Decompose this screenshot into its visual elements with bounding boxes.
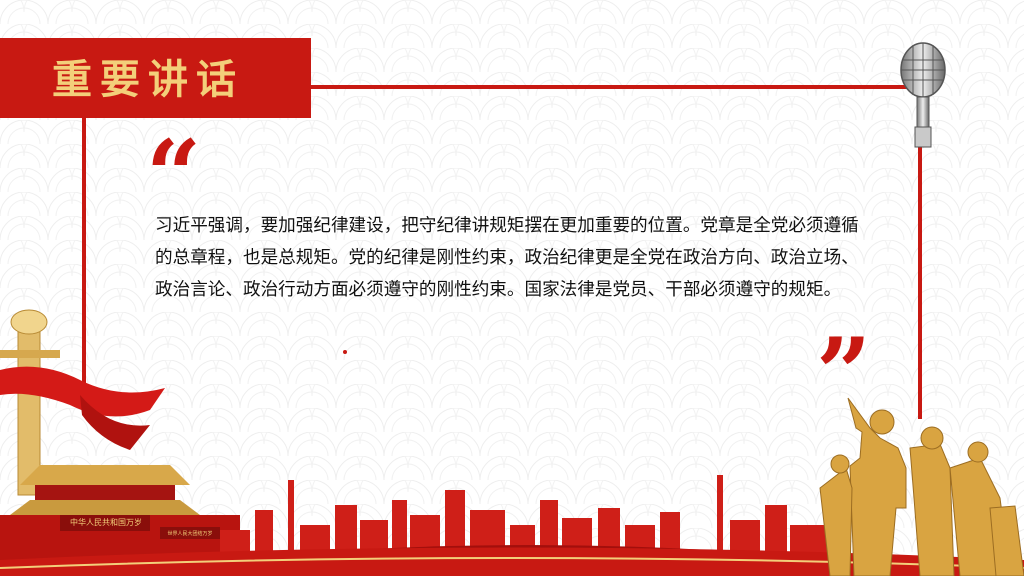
speech-paragraph: 习近平强调，要加强纪律建设，把守纪律讲规矩摆在更加重要的位置。党章是全党必须遵循… [155,216,859,300]
gate-sign-left: 中华人民共和国万岁 [70,518,142,527]
gate-sign-right: 世界人民大团结万岁 [167,531,213,537]
frame-left-line [82,118,86,388]
microphone-icon [900,42,946,148]
huabiao-column-icon [0,309,165,496]
red-dot [343,350,347,354]
close-quote-mark: ” [816,317,872,430]
slide-title: 重要讲话 [52,56,244,103]
frame-top-line [311,85,921,89]
red-ribbon-icon [0,366,165,417]
open-quote-mark: “ [146,119,202,232]
title-banner [0,38,311,118]
frame-right-line [918,89,922,419]
statue-group-icon [819,397,1024,576]
